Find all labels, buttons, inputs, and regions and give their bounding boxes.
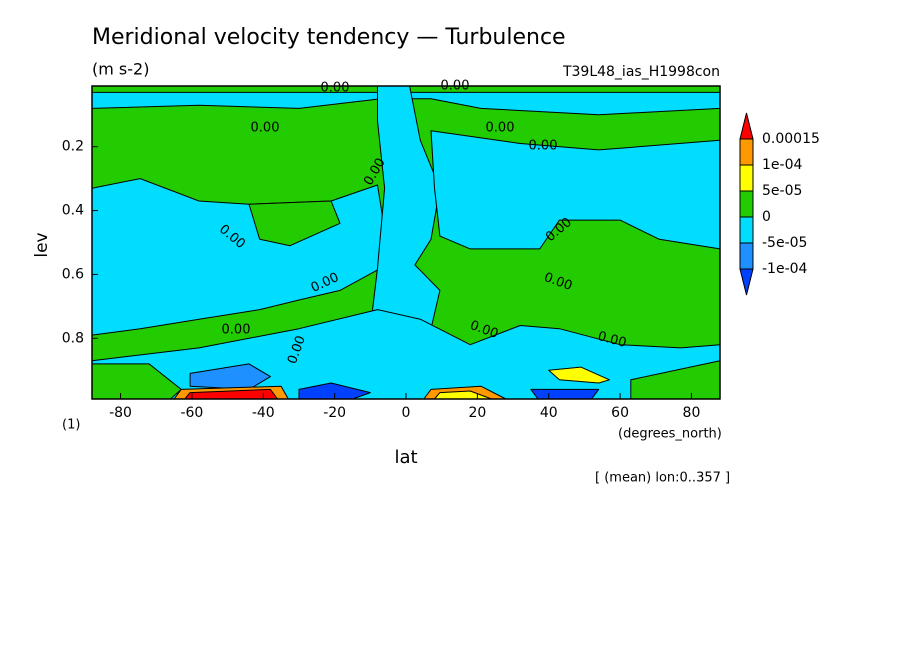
units: (m s-2) xyxy=(92,60,149,79)
colorbar-label: 1e-04 xyxy=(762,157,802,173)
colorbar-label: 0 xyxy=(762,209,771,225)
x-tick-label: -20 xyxy=(323,405,346,421)
colorbar-box xyxy=(739,138,754,166)
colorbar-label: 0.00015 xyxy=(762,131,820,147)
colorbar-box xyxy=(739,216,754,244)
chart-title: Meridional velocity tendency — Turbulenc… xyxy=(92,25,566,50)
y-tick-label: 0.4 xyxy=(62,203,84,219)
y-tick-label: 0.8 xyxy=(62,330,84,346)
contour-label: 0.00 xyxy=(251,121,280,136)
colorbar-label: -1e-04 xyxy=(762,261,808,277)
contour-region xyxy=(189,363,271,390)
contour-label: 0.00 xyxy=(486,121,515,136)
y-tick-label: 0.6 xyxy=(62,266,84,282)
x-tick-label: -60 xyxy=(180,405,203,421)
contour-region xyxy=(548,366,610,384)
contour-label: 0.00 xyxy=(596,329,628,351)
run-name: T39L48_ias_H1998con xyxy=(562,64,720,80)
x-tick-label: -40 xyxy=(252,405,275,421)
x-tick-label: -80 xyxy=(109,405,132,421)
x-tick-label: 60 xyxy=(611,405,629,421)
colorbar-box xyxy=(739,242,754,270)
x-tick-label: 40 xyxy=(540,405,558,421)
contour-label: 0.00 xyxy=(321,81,350,96)
colorbar-box xyxy=(739,190,754,218)
colorbar-box xyxy=(739,164,754,192)
colorbar-label: -5e-05 xyxy=(762,235,807,251)
contour-label: 0.00 xyxy=(529,139,558,154)
y-unit: (1) xyxy=(62,418,80,433)
x-tick-label: 0 xyxy=(402,405,411,421)
colorbar-triangle xyxy=(739,112,754,140)
y-axis-label: lev xyxy=(32,232,52,257)
contour-region xyxy=(530,388,600,400)
contour-region xyxy=(430,130,721,250)
contour-region xyxy=(248,200,341,247)
x-axis-label: lat xyxy=(394,447,417,468)
x-tick-label: 80 xyxy=(683,405,701,421)
x-unit: (degrees_north) xyxy=(618,427,722,442)
colorbar-triangle xyxy=(739,268,754,296)
footnote: [ (mean) lon:0..357 ] xyxy=(595,471,730,486)
y-tick-label: 0.2 xyxy=(62,139,84,155)
x-tick-label: 20 xyxy=(468,405,486,421)
contour-region xyxy=(298,382,371,400)
colorbar-label: 5e-05 xyxy=(762,183,802,199)
contour-label: 0.00 xyxy=(222,323,251,338)
